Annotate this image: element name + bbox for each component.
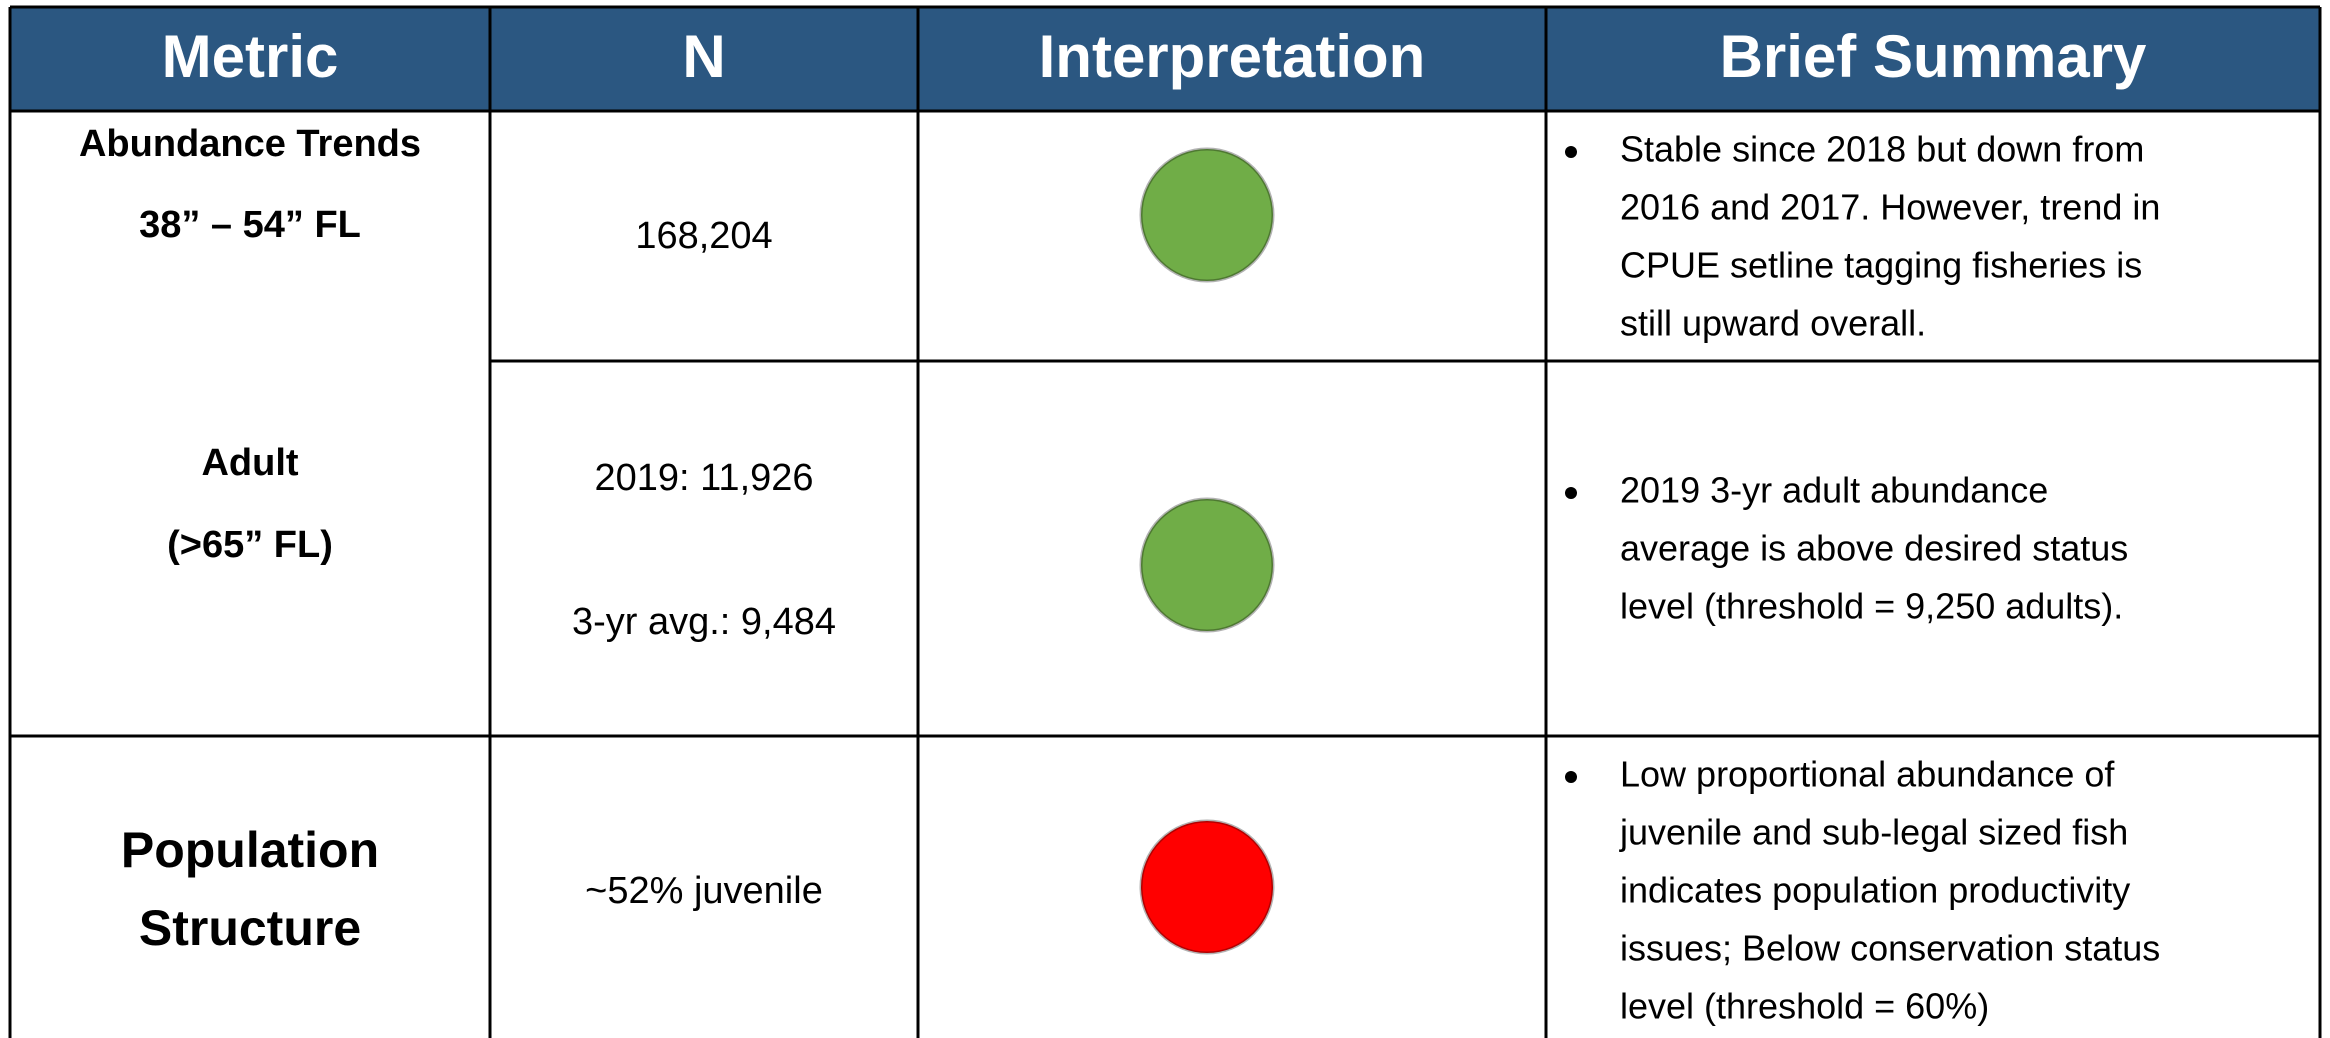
summary-line: issues; Below conservation status <box>1620 928 2160 969</box>
bullet <box>1565 146 1577 158</box>
n-value: 3-yr avg.: 9,484 <box>572 601 836 643</box>
header-cell: Metric <box>162 23 339 90</box>
n-value: 168,204 <box>635 215 772 257</box>
n-value: ~52% juvenile <box>585 870 823 912</box>
header-cell: N <box>682 23 725 90</box>
summary-line: average is above desired status <box>1620 528 2128 569</box>
summary-line: 2019 3-yr adult abundance <box>1620 470 2048 511</box>
metric-label: Adult <box>201 442 298 484</box>
bullet <box>1565 771 1577 783</box>
n-value: 2019: 11,926 <box>594 457 813 499</box>
metric-label: Structure <box>139 900 361 956</box>
status-indicator <box>1139 819 1275 955</box>
summary-line: level (threshold = 9,250 adults). <box>1620 586 2123 627</box>
header-bar <box>10 7 2320 111</box>
summary-line: level (threshold = 60%) <box>1620 986 1989 1027</box>
bullet <box>1565 487 1577 499</box>
metric-label: Abundance Trends <box>79 123 421 165</box>
header-cell: Interpretation <box>1039 23 1426 90</box>
summary-line: Low proportional abundance of <box>1620 754 2115 795</box>
header-cell: Brief Summary <box>1720 23 2147 90</box>
summary-line: 2016 and 2017. However, trend in <box>1620 187 2160 228</box>
summary-line: indicates population productivity <box>1620 870 2130 911</box>
summary-line: Stable since 2018 but down from <box>1620 129 2144 170</box>
summary-line: still upward overall. <box>1620 303 1926 344</box>
metric-label: Population <box>121 822 379 878</box>
summary-line: CPUE setline tagging fisheries is <box>1620 245 2142 286</box>
borders <box>8 5 2322 1038</box>
summary-line: juvenile and sub-legal sized fish <box>1619 812 2128 853</box>
metric-label: (>65” FL) <box>167 524 333 566</box>
status-indicator <box>1139 497 1275 633</box>
status-indicator <box>1139 147 1275 283</box>
metric-label: 38” – 54” FL <box>139 204 361 246</box>
